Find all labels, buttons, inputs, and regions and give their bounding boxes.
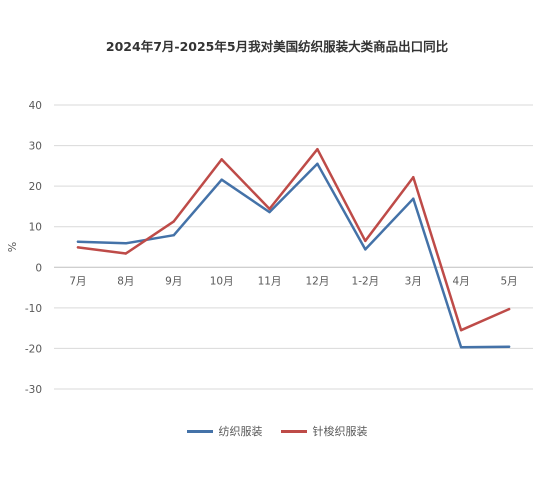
data-point <box>76 240 80 243</box>
data-point <box>412 197 415 200</box>
y-tick-label: -30 <box>25 384 42 396</box>
series-line-1 <box>76 147 511 332</box>
data-point <box>124 242 128 245</box>
y-tick-label: 30 <box>29 141 42 153</box>
data-point <box>220 178 223 181</box>
legend-label: 针梭织服装 <box>312 425 368 438</box>
data-point <box>172 234 175 237</box>
series-lines <box>76 147 511 349</box>
data-point <box>76 246 80 249</box>
y-tick-label: -20 <box>25 343 42 355</box>
data-point <box>507 307 511 311</box>
legend-label: 纺织服装 <box>218 425 263 438</box>
legend: 纺织服装 针梭织服装 <box>0 423 554 439</box>
data-point <box>124 252 128 255</box>
series-line-0 <box>76 162 511 349</box>
data-point <box>507 345 511 349</box>
x-tick-label: 8月 <box>117 275 134 287</box>
data-point <box>412 176 415 179</box>
data-point <box>459 346 463 349</box>
y-axis-ticks: 40 30 20 10 0 -10 -20 -30 <box>25 100 42 396</box>
chart-title: 2024年7月-2025年5月我对美国纺织服装大类商品出口同比 <box>105 39 449 54</box>
x-tick-label: 4月 <box>453 275 470 287</box>
data-point <box>459 328 463 332</box>
legend-item: 针梭织服装 <box>280 423 368 439</box>
y-tick-label: 10 <box>29 222 42 234</box>
x-tick-label: 11月 <box>258 275 282 287</box>
data-point <box>316 148 319 151</box>
data-point <box>268 210 271 214</box>
y-tick-label: 40 <box>29 100 42 112</box>
x-axis-ticks: 7月 8月 9月 10月 11月 12月 1-2月 3月 4月 5月 <box>69 275 517 287</box>
data-point <box>220 158 223 161</box>
data-point <box>268 207 271 211</box>
y-tick-label: -10 <box>25 303 42 315</box>
legend-swatch <box>186 429 213 433</box>
x-tick-label: 12月 <box>306 275 330 287</box>
x-tick-label: 9月 <box>165 275 182 287</box>
legend-item: 纺织服装 <box>186 423 263 439</box>
data-point <box>172 220 175 223</box>
data-point <box>364 248 367 251</box>
x-tick-label: 10月 <box>210 275 234 287</box>
data-point <box>316 162 319 166</box>
legend-swatch <box>280 429 307 433</box>
x-tick-label: 3月 <box>405 275 422 287</box>
y-axis-label: % <box>6 242 19 252</box>
x-tick-label: 1-2月 <box>352 275 380 287</box>
x-tick-label: 5月 <box>500 275 517 287</box>
y-tick-label: 0 <box>35 262 42 274</box>
data-point <box>364 239 367 243</box>
y-tick-label: 20 <box>29 181 42 193</box>
x-tick-label: 7月 <box>69 275 86 287</box>
